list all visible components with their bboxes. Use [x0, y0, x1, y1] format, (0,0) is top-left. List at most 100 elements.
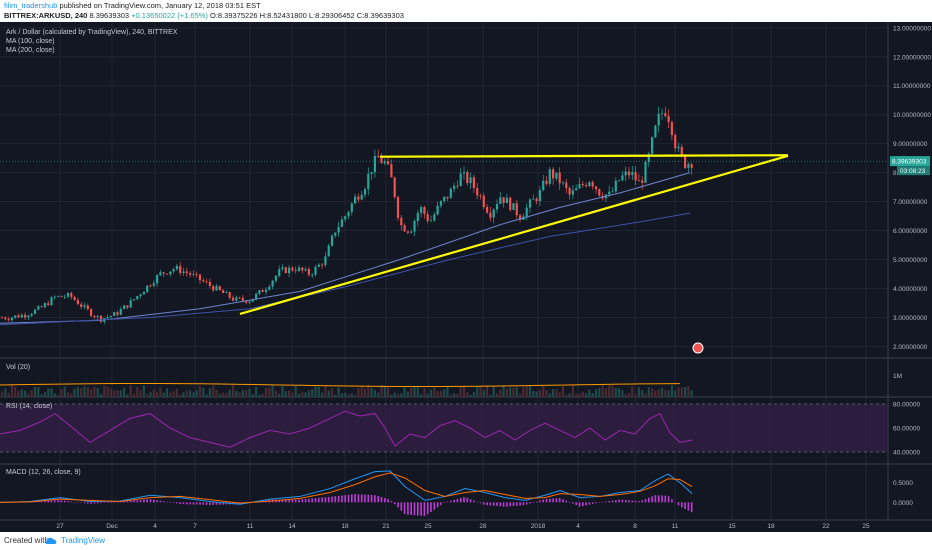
macd-histogram-bar	[106, 502, 109, 503]
volume-bar	[509, 387, 512, 397]
macd-histogram-bar	[565, 500, 568, 503]
candle-body	[429, 220, 433, 222]
macd-histogram-bar	[100, 502, 102, 504]
chart-canvas[interactable]: 27 Dec 4 7 11 14 18 21 25 28 2018 4 8 11 15 18 22 25 2.000…	[0, 22, 932, 532]
candle-body	[618, 180, 621, 181]
macd-tick-label: 0.5000	[893, 480, 913, 487]
macd-histogram-bar	[215, 502, 218, 505]
macd-histogram-bar	[149, 499, 152, 503]
x-tick-label: 28	[479, 523, 487, 530]
author-link[interactable]: filim_tradershub	[4, 1, 58, 10]
macd-histogram-bar	[364, 494, 366, 503]
y-tick-label: 11.00000000	[893, 83, 931, 90]
volume-bar	[581, 391, 584, 397]
macd-histogram-bar	[430, 502, 432, 512]
macd-histogram-bar	[644, 499, 647, 503]
candle-body	[281, 267, 284, 270]
macd-histogram-bar	[549, 498, 551, 503]
macd-pane	[0, 470, 693, 517]
volume-ma-line	[0, 383, 681, 387]
macd-histogram-bar	[628, 500, 630, 503]
volume-bar	[677, 387, 680, 397]
volume-bar	[618, 388, 621, 397]
volume-bar	[222, 392, 225, 397]
volume-bar	[301, 391, 304, 397]
candle-body	[383, 161, 386, 164]
volume-bar	[591, 392, 594, 397]
volume-bar	[175, 388, 178, 397]
volume-bar	[76, 387, 79, 397]
candle-body	[162, 272, 165, 274]
volume-bar	[528, 385, 532, 397]
volume-bar	[575, 393, 578, 397]
volume-bar	[400, 393, 403, 397]
tradingview-link[interactable]: TradingView	[61, 536, 106, 545]
volume-bar	[479, 385, 482, 397]
volume-bar	[433, 386, 436, 397]
candle-body	[185, 271, 188, 274]
macd-histogram-bar	[374, 495, 376, 503]
macd-histogram-bar	[601, 501, 604, 503]
volume-bar	[162, 392, 165, 397]
macd-histogram-bar	[621, 499, 624, 503]
volume-bar	[278, 393, 281, 397]
candle-body	[63, 296, 66, 298]
macd-histogram-bar	[146, 499, 148, 503]
volume-bar	[644, 393, 647, 397]
candle-body	[347, 212, 350, 217]
macd-histogram-bar	[618, 499, 620, 503]
volume-bar	[363, 388, 367, 397]
rsi-band	[0, 404, 888, 452]
volume-bar	[73, 388, 76, 397]
macd-histogram-bar	[176, 502, 178, 504]
candle-body	[146, 285, 149, 292]
macd-histogram-bar	[93, 502, 96, 504]
volume-bar	[552, 389, 555, 397]
candle-body	[20, 314, 23, 318]
macd-histogram-bar	[684, 502, 686, 510]
volume-bar	[522, 387, 525, 397]
macd-histogram-bar	[47, 500, 49, 503]
candle-body	[614, 180, 617, 192]
macd-histogram-bar	[334, 496, 337, 503]
macd-histogram-bar	[387, 499, 389, 503]
volume-bar	[641, 390, 644, 397]
y-tick-label: 5.00000000	[893, 257, 928, 264]
publish-line: filim_tradershub published on TradingVie…	[4, 1, 261, 10]
candle-body	[476, 187, 479, 196]
publish-info: published on TradingView.com, January 12…	[59, 1, 261, 10]
volume-bar	[486, 385, 489, 397]
candle-body	[179, 265, 182, 274]
macd-histogram-bar	[133, 500, 135, 503]
macd-histogram-bar	[562, 499, 564, 503]
candle-body	[456, 185, 459, 187]
volume-bar	[7, 392, 10, 397]
volume-bar	[525, 385, 528, 397]
candle-body	[83, 305, 86, 307]
chart-background	[0, 22, 932, 532]
candle-body	[647, 153, 650, 162]
ma200-legend: MA (200, close)	[6, 47, 55, 54]
rsi-line	[0, 410, 693, 448]
volume-bar	[420, 394, 423, 397]
volume-bar	[519, 393, 522, 397]
macd-signal-line	[0, 472, 693, 504]
publish-header: filim_tradershub published on TradingVie…	[0, 0, 932, 22]
candle-body	[317, 264, 320, 267]
macd-histogram-bar	[631, 500, 634, 503]
candle-body	[519, 215, 522, 220]
y-tick-label: 13.00000000	[893, 25, 931, 32]
volume-bar	[93, 386, 96, 397]
candle-body	[136, 295, 139, 300]
macd-histogram-bar	[469, 499, 472, 503]
candle-body	[489, 212, 492, 218]
macd-histogram-bar	[575, 502, 577, 506]
macd-histogram-bar	[199, 502, 201, 505]
candle-body	[0, 317, 4, 319]
macd-histogram-bar	[648, 497, 650, 503]
volume-bar	[393, 392, 396, 397]
macd-histogram-bar	[535, 501, 538, 503]
volume-bar	[410, 387, 413, 397]
volume-bar	[152, 389, 155, 397]
event-marker-icon	[692, 342, 704, 354]
